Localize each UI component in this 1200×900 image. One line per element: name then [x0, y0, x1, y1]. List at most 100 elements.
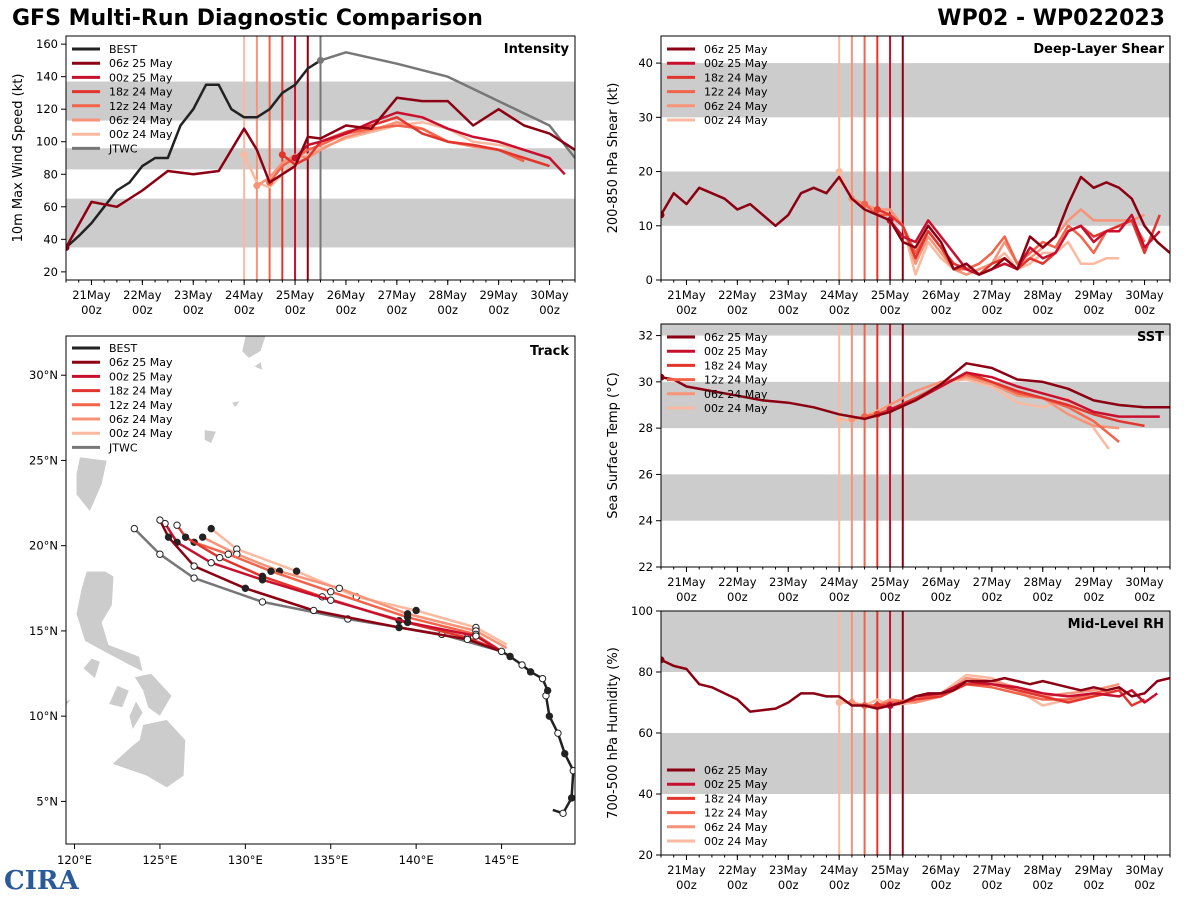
intensity-legend-label: BEST [109, 43, 137, 56]
sst-legend-label: 18z 24 May [704, 359, 768, 372]
land-polygon [82, 657, 101, 680]
intensity-legend-label: 12z 24 May [109, 100, 173, 113]
shear-ytick-label: 30 [638, 110, 653, 124]
sst-xtick-label: 26May [922, 575, 961, 589]
sst-xtick-label: 00z [982, 590, 1003, 604]
sst-series-run-0 [661, 362, 1170, 421]
track-series-best-point [554, 729, 562, 737]
track-series-jtwc-point [190, 574, 198, 582]
sst-xtick-label: 22May [718, 575, 757, 589]
shear-legend-label: 00z 25 May [704, 57, 768, 70]
track-series-run-1-point [207, 559, 215, 567]
track-series-best-point [497, 647, 506, 656]
rh-xtick-label: 00z [931, 878, 952, 892]
rh-xtick-label: 27May [973, 863, 1012, 877]
intensity-xtick-label: 29May [479, 288, 518, 302]
intensity-xtick-label: 22May [123, 288, 162, 302]
sst-xtick-label: 00z [1083, 590, 1104, 604]
shear-title: Deep-Layer Shear [1033, 42, 1164, 57]
track-series-run-0-point [395, 623, 403, 632]
shear-plot-area [661, 36, 1170, 280]
track-series-run-3-point [327, 588, 335, 596]
sst-xtick-label: 00z [778, 590, 799, 604]
rh-ytick-label: 40 [638, 787, 653, 801]
intensity-xtick-label: 27May [378, 288, 417, 302]
rh-xtick-label: 24May [820, 863, 859, 877]
track-series-run-1 [164, 522, 503, 653]
shear-xtick-label: 00z [1083, 303, 1104, 317]
intensity-series-run-5 [242, 120, 525, 189]
track-series-run-2-point [216, 553, 224, 562]
track-xtick-label: 135°E [313, 853, 348, 867]
track-series-run-0 [158, 519, 503, 653]
land-polygon [241, 336, 267, 359]
shear-xtick-label: 00z [829, 303, 850, 317]
track-series-best-point [561, 749, 569, 758]
rh-xtick-label: 30May [1125, 863, 1164, 877]
track-series-run-5-point [292, 567, 301, 575]
intensity-run-init-marker [278, 151, 286, 159]
sst-series-run-1 [889, 371, 1160, 418]
track-legend-label: 00z 25 May [109, 370, 173, 383]
intensity-panel: 21May00z22May00z23May00z24May00z25May00z… [11, 35, 576, 317]
sst-series-run-2 [876, 371, 1145, 428]
sst-legend-label: 00z 24 May [704, 402, 768, 415]
track-legend-label: 18z 24 May [109, 385, 173, 398]
intensity-xtick-label: 00z [539, 303, 560, 317]
rh-xtick-label: 00z [829, 878, 850, 892]
intensity-xtick-label: 30May [530, 288, 569, 302]
shear-run-init-marker [861, 200, 869, 208]
intensity-xtick-label: 00z [488, 303, 509, 317]
rh-xtick-label: 00z [778, 878, 799, 892]
sst-xtick-label: 28May [1024, 575, 1063, 589]
track-ytick-label: 30°N [29, 368, 58, 382]
sst-xtick-label: 30May [1125, 575, 1164, 589]
intensity-run-init-marker [240, 151, 248, 159]
rh-ytick-label: 80 [638, 665, 653, 679]
intensity-run-init-marker [253, 182, 261, 190]
track-series-run-0-point [190, 562, 198, 570]
rh-xtick-label: 26May [922, 863, 961, 877]
track-xtick-label: 120°E [57, 853, 92, 867]
sst-ytick-label: 26 [638, 467, 653, 481]
land-polygon [253, 361, 263, 371]
storm-id-title: WP02 - WP022023 [937, 6, 1165, 31]
rh-ytick-label: 100 [631, 604, 653, 618]
track-series-run-3-point [267, 567, 275, 575]
track-series-run-1-point [327, 596, 335, 604]
shear-xtick-label: 23May [769, 288, 808, 302]
land-polygon [231, 400, 241, 409]
rh-plot-area [661, 611, 1170, 855]
track-series-best-point [518, 661, 526, 669]
shear-xtick-label: 22May [718, 288, 757, 302]
track-series-run-0-point [463, 635, 472, 644]
intensity-xtick-label: 28May [429, 288, 468, 302]
track-title: Track [530, 344, 569, 359]
track-series-run-1-point [258, 576, 267, 584]
rh-legend-label: 06z 25 May [704, 764, 768, 777]
track-legend-label: JTWC [108, 441, 138, 454]
track-series-run-0-point [164, 533, 173, 541]
shear-legend-label: 00z 24 May [704, 114, 768, 127]
land-polygon [204, 429, 217, 444]
track-series-run-2-point [173, 521, 181, 529]
intensity-xtick-label: 00z [387, 303, 408, 317]
rh-xtick-label: 00z [1083, 878, 1104, 892]
intensity-ytick-label: 80 [43, 167, 58, 181]
shear-ytick-label: 10 [638, 219, 653, 233]
shear-xtick-label: 00z [880, 303, 901, 317]
intensity-series-jtwc [320, 51, 575, 159]
sst-ytick-label: 32 [638, 329, 653, 343]
intensity-xtick-label: 00z [437, 303, 458, 317]
rh-legend-label: 18z 24 May [704, 792, 768, 805]
rh-ylabel: 700-500 hPa Humidity (%) [606, 647, 621, 819]
rh-ytick-label: 60 [638, 726, 653, 740]
track-ytick-label: 10°N [29, 709, 58, 723]
sst-xtick-label: 00z [880, 590, 901, 604]
intensity-jtwc-marker [317, 56, 324, 64]
land-polygon [75, 570, 144, 673]
shear-xtick-label: 00z [727, 303, 748, 317]
sst-panel: 21May00z22May00z23May00z24May00z25May00z… [606, 323, 1171, 604]
shear-series-run-0 [661, 175, 1170, 276]
intensity-series-run-2 [281, 116, 550, 168]
